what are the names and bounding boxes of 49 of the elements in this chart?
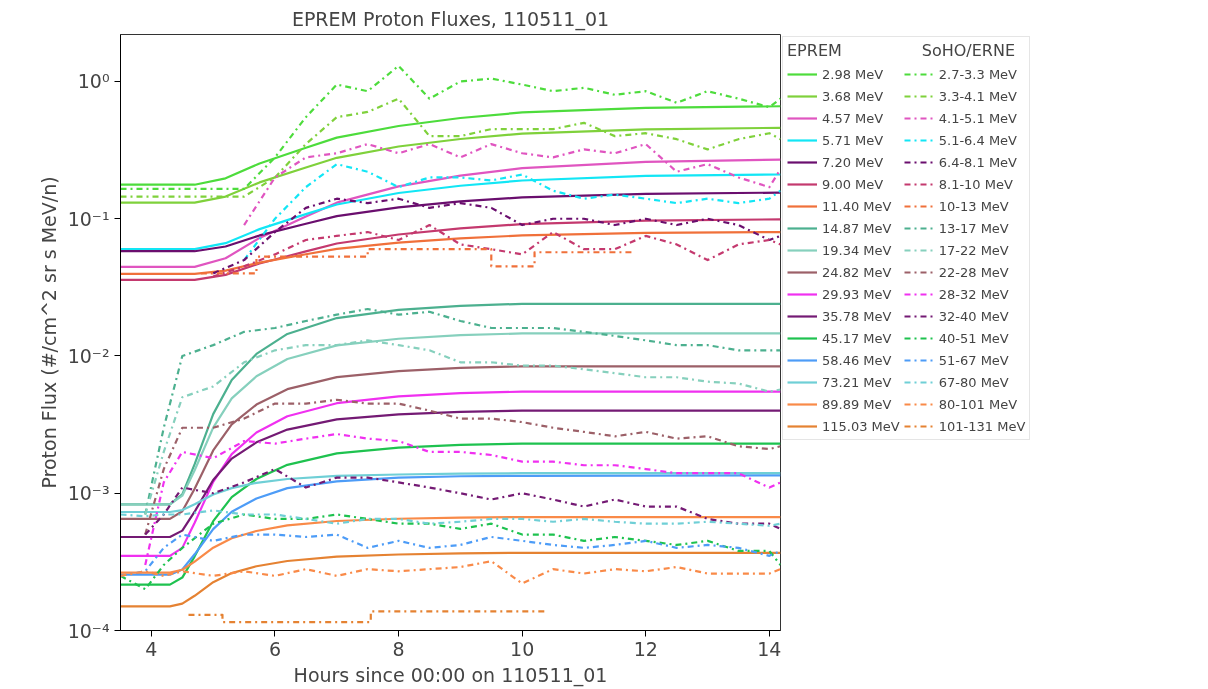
y-axis-title: Proton Flux (#/cm^2 sr s MeV/n) [37,176,60,489]
x-tick-label: 8 [392,637,405,660]
legend-label: 40-51 MeV [938,329,1009,347]
x-tick-label: 4 [145,637,158,660]
y-tick-label: 10⁻⁴ [67,619,110,642]
y-tick-label: 10⁻² [67,345,110,367]
legend-label: 17-22 MeV [938,241,1009,259]
legend-label: 2.7-3.3 MeV [938,65,1018,83]
legend-label: 14.87 MeV [822,219,892,237]
legend-label: 28-32 MeV [938,285,1009,303]
legend-label: 10-13 MeV [938,197,1009,215]
legend-label: 3.3-4.1 MeV [938,87,1018,105]
legend-label: 80-101 MeV [938,395,1018,413]
x-tick-label: 14 [757,637,782,660]
legend-label: 11.40 MeV [822,197,892,215]
legend-label: 101-131 MeV [938,417,1026,435]
text: EPREM SoHO/ERNE [787,41,1016,60]
legend-label: 24.82 MeV [822,263,892,281]
legend-label: 5.1-6.4 MeV [938,131,1018,149]
y-tick-label: 10⁰ [77,70,110,93]
legend-label: 8.1-10 MeV [938,175,1013,193]
legend-label: 5.71 MeV [822,131,884,149]
legend-label: 73.21 MeV [822,373,892,391]
legend-label: 4.1-5.1 MeV [938,109,1018,127]
y-tick-label: 10⁻¹ [67,207,110,230]
legend-label: 115.03 MeV [822,417,900,435]
legend-label: 4.57 MeV [822,109,884,127]
legend-label: 51-67 MeV [938,351,1009,369]
legend-label: 13-17 MeV [938,219,1009,237]
legend-label: 6.4-8.1 MeV [938,153,1018,171]
legend-label: 3.68 MeV [822,87,884,105]
legend-label: 35.78 MeV [822,307,892,325]
legend-label: 9.00 MeV [822,175,884,193]
legend-label: 2.98 MeV [822,65,884,83]
legend-label: 7.20 MeV [822,153,884,171]
x-tick-label: 12 [633,637,658,660]
x-axis-title: Hours since 00:00 on 110511_01 [293,663,608,687]
legend-label: 19.34 MeV [822,241,892,259]
x-tick-label: 10 [510,637,535,660]
chart-title: EPREM Proton Fluxes, 110511_01 [291,7,610,31]
legend-label: 58.46 MeV [822,351,892,369]
y-tick-label: 10⁻³ [67,482,110,505]
legend-label: 67-80 MeV [938,373,1009,391]
legend-label: 29.93 MeV [822,285,892,303]
legend-label: 89.89 MeV [822,395,892,413]
legend-label: 22-28 MeV [938,263,1009,281]
legend-label: 45.17 MeV [822,329,892,347]
legend-label: 32-40 MeV [938,307,1009,325]
x-tick-label: 6 [268,637,282,660]
